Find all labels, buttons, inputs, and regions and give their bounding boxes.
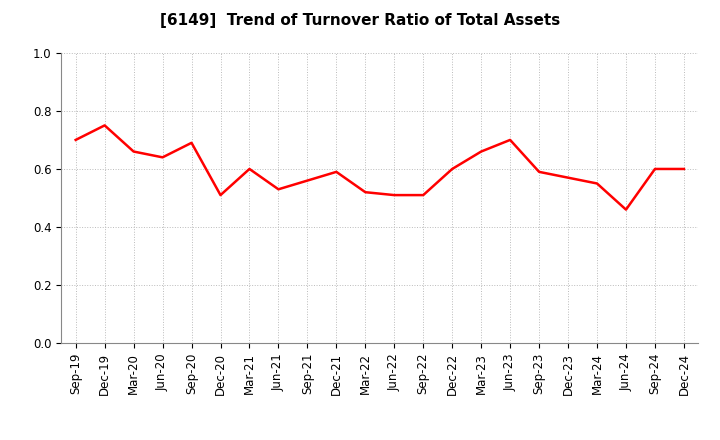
Text: [6149]  Trend of Turnover Ratio of Total Assets: [6149] Trend of Turnover Ratio of Total …: [160, 13, 560, 28]
